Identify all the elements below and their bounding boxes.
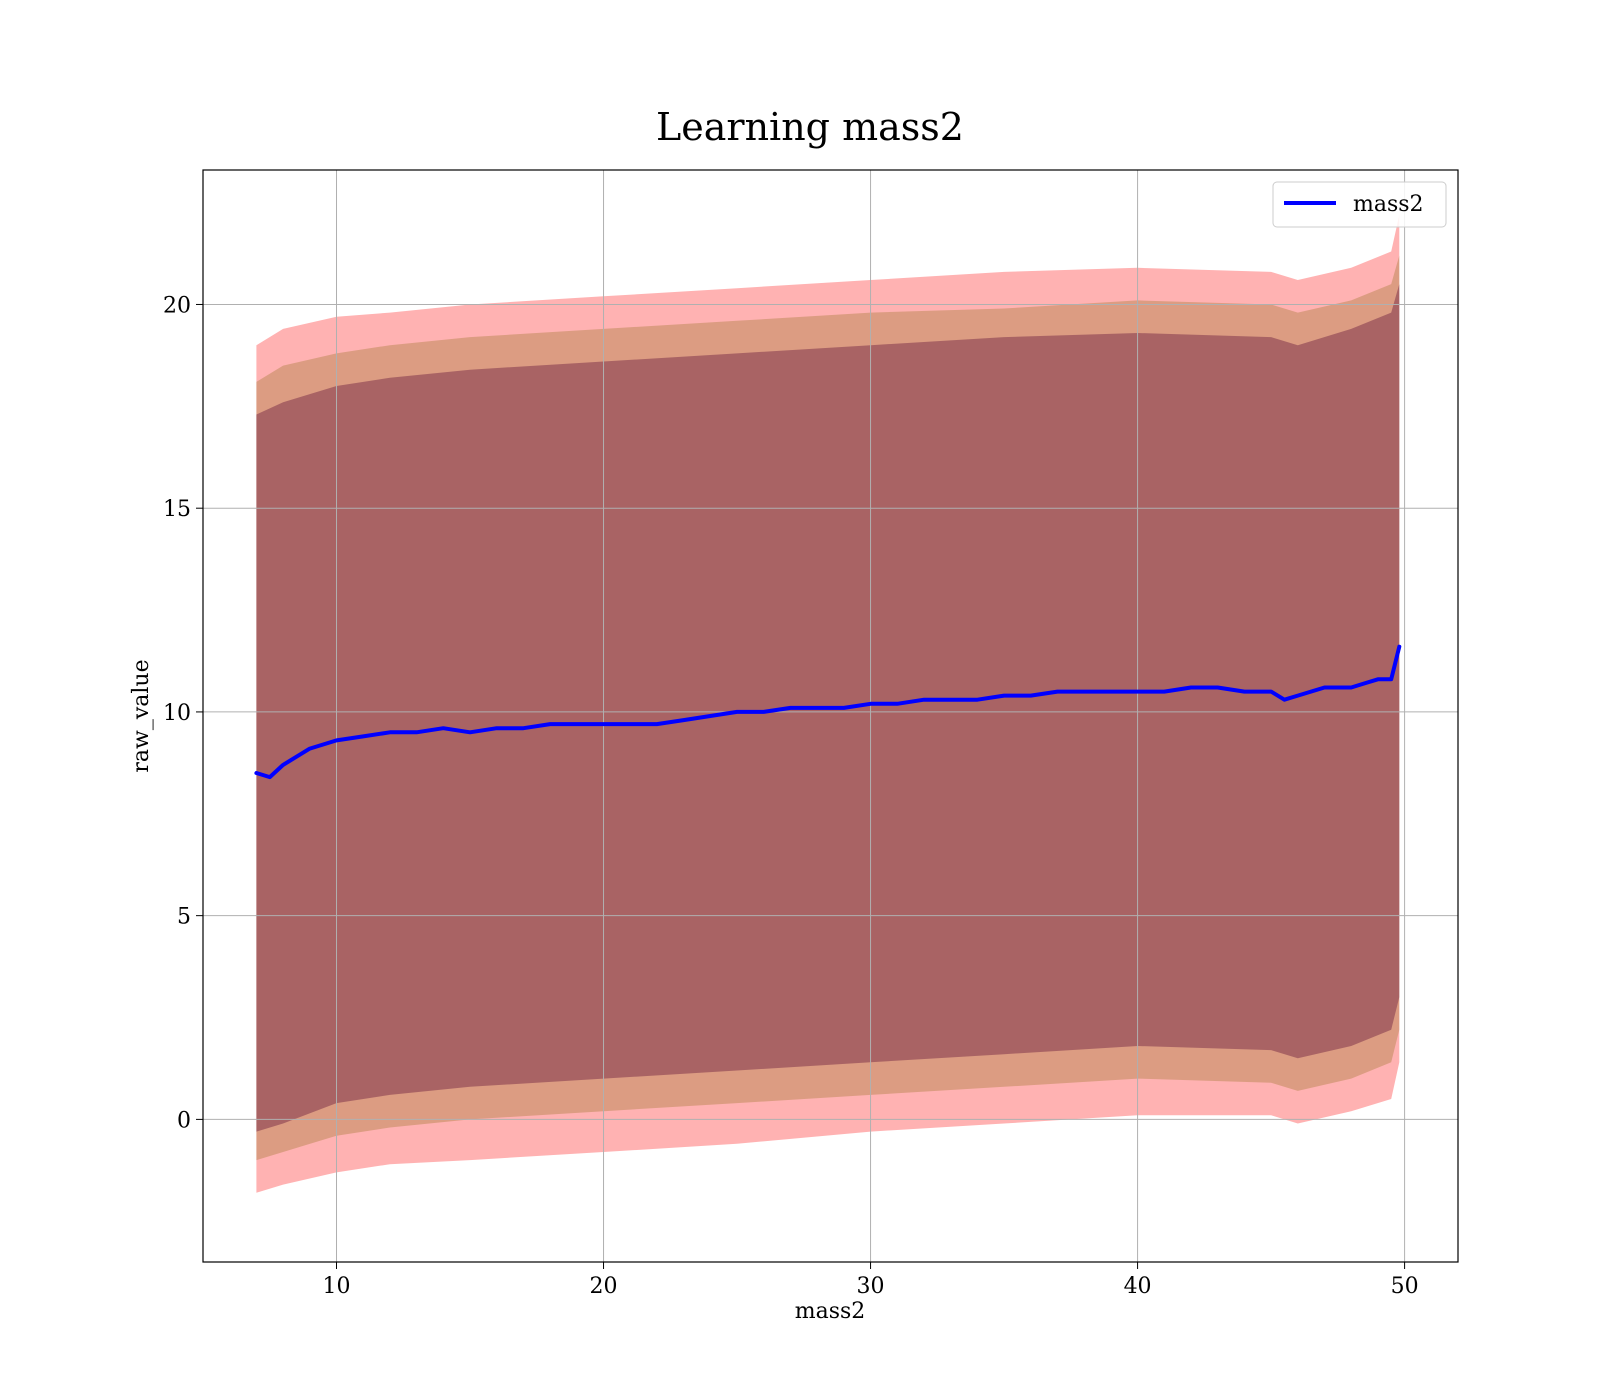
grid-lines: [203, 170, 1458, 1262]
y-tick-label: 10: [163, 701, 191, 726]
x-tick-label: 40: [1124, 1274, 1152, 1299]
x-tick-label: 50: [1391, 1274, 1419, 1299]
x-tick-label: 10: [323, 1274, 351, 1299]
series-line-mass2: [254, 644, 1402, 780]
y-axis-ticks: 0 5 10 15 20: [163, 293, 203, 1133]
y-tick-label: 20: [163, 293, 191, 318]
series-lines: [254, 644, 1402, 780]
y-tick-label: 0: [177, 1108, 191, 1133]
legend-entry-mass2: mass2: [1353, 192, 1424, 217]
confidence-bands: [256, 214, 1400, 1193]
y-tick-label: 5: [177, 905, 191, 930]
legend-box: [1272, 181, 1447, 228]
y-tick-label: 15: [163, 497, 191, 522]
plot-frame: [202, 169, 1459, 1263]
chart-title: Learning mass2: [656, 105, 964, 149]
legend: mass2: [1272, 181, 1447, 228]
x-tick-label: 20: [590, 1274, 618, 1299]
confidence-band-1: [256, 214, 1400, 1193]
y-axis-label: raw_value: [129, 659, 154, 772]
x-axis-ticks: 10 20 30 40 50: [323, 1262, 1419, 1299]
x-tick-label: 30: [857, 1274, 885, 1299]
x-axis-label: mass2: [795, 1299, 866, 1324]
